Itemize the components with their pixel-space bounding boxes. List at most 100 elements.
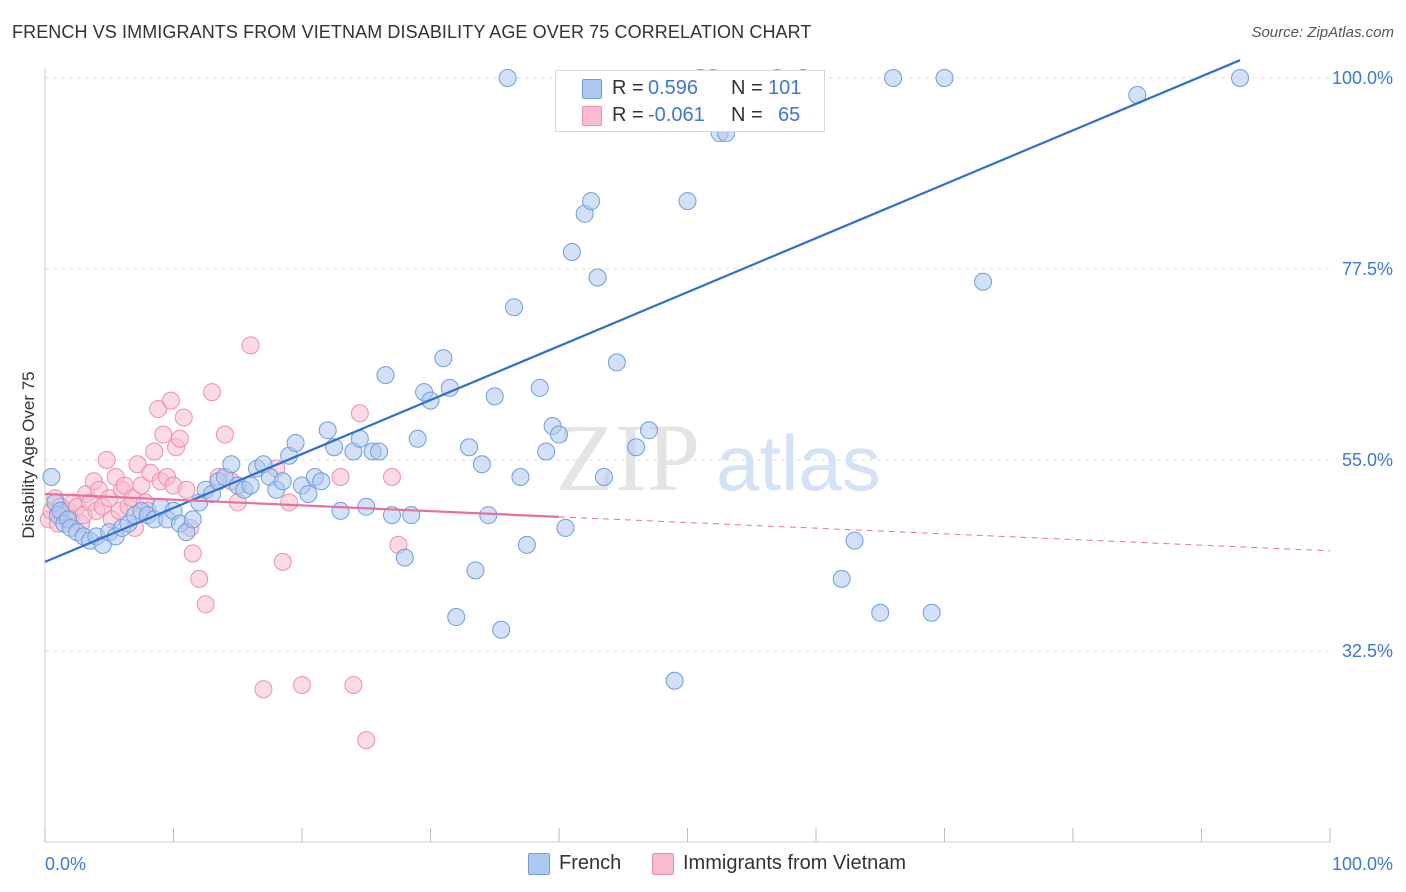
french-point: [974, 272, 993, 291]
french-point: [678, 192, 697, 211]
vietnam-point: [177, 480, 196, 499]
chart-title: FRENCH VS IMMIGRANTS FROM VIETNAM DISABI…: [12, 22, 812, 42]
legend-swatch-french: [582, 79, 602, 99]
vietnam-point: [183, 544, 202, 563]
french-point: [357, 497, 376, 516]
vietnam-point: [170, 429, 189, 448]
french-point: [183, 510, 202, 529]
vietnam-point: [382, 467, 401, 486]
bottom-legend-label-vietnam: Immigrants from Vietnam: [683, 852, 907, 874]
vietnam-point: [174, 408, 193, 427]
french-point: [832, 569, 851, 588]
legend-row-vietnam: R = -0.061 N = 65: [556, 101, 824, 129]
correlation-legend: R = 0.596 N = 101 R = -0.061 N = 65: [555, 70, 825, 132]
french-trend-line: [44, 59, 1241, 563]
legend-n-label: N =: [731, 77, 763, 99]
french-point: [517, 535, 536, 554]
french-point: [511, 467, 530, 486]
vietnam-point: [273, 552, 292, 571]
french-point: [556, 518, 575, 537]
vietnam-point: [149, 400, 168, 419]
vietnam-point: [293, 675, 311, 694]
french-point: [370, 442, 389, 461]
x-tick-label: 0.0%: [45, 854, 86, 874]
y-tick-label: 55.0%: [1342, 450, 1393, 470]
vietnam-point: [196, 595, 215, 614]
grid-lines: [45, 77, 1330, 652]
french-point: [498, 69, 517, 87]
legend-n-value-vietnam: 65: [778, 104, 801, 126]
vietnam-point: [161, 391, 180, 410]
legend-r-value-vietnam: -0.061: [648, 104, 705, 126]
french-point: [318, 421, 337, 440]
y-axis-label: Disability Age Over 75: [19, 371, 38, 538]
french-point: [884, 69, 903, 87]
french-point: [331, 501, 350, 520]
legend-n-label: N =: [731, 104, 763, 126]
vietnam-point: [350, 404, 369, 423]
french-point: [550, 425, 568, 444]
source-label: Source: ZipAtlas.com: [1251, 24, 1394, 41]
vietnam-trend-line: [44, 492, 560, 518]
watermark-atlas: atlas: [716, 419, 881, 507]
french-point: [935, 69, 954, 87]
vietnam-point: [154, 425, 173, 444]
watermark-zip: ZIP: [556, 404, 700, 511]
french-point: [312, 472, 331, 491]
y-tick-label: 100.0%: [1332, 68, 1393, 88]
vietnam-point: [190, 569, 209, 588]
vietnam-point: [344, 675, 363, 694]
legend-r-label: R =: [612, 77, 644, 99]
vietnam-point: [97, 451, 116, 469]
french-point: [447, 608, 466, 627]
vietnam-point: [215, 425, 234, 444]
french-point: [845, 531, 864, 550]
legend-r-label: R =: [612, 104, 644, 126]
legend-swatch-vietnam: [582, 106, 602, 126]
french-point: [530, 378, 549, 397]
y-tick-label: 77.5%: [1342, 259, 1393, 279]
french-point: [479, 506, 498, 525]
vietnam-point: [241, 336, 260, 355]
vietnam-point: [357, 731, 376, 750]
french-point: [562, 243, 581, 262]
vietnam-point: [203, 383, 222, 402]
french-point: [460, 438, 479, 457]
y-tick-label: 32.5%: [1342, 641, 1393, 661]
bottom-legend-swatch-vietnam: [652, 853, 674, 875]
french-point: [922, 603, 941, 622]
french-point: [434, 349, 453, 368]
french-point: [627, 438, 646, 457]
french-point: [299, 484, 318, 503]
legend-row-french: R = 0.596 N = 101: [556, 74, 824, 102]
x-tick-label: 100.0%: [1332, 854, 1393, 874]
french-point: [395, 548, 414, 567]
french-point: [382, 506, 401, 525]
french-point: [505, 298, 524, 317]
french-point: [485, 387, 504, 406]
legend-r-value-french: 0.596: [648, 77, 699, 99]
french-point: [241, 476, 260, 495]
vietnam-point: [280, 493, 299, 512]
french-point: [466, 561, 485, 580]
french-point: [537, 442, 556, 461]
vietnam-point: [145, 442, 164, 461]
french-point: [582, 192, 601, 211]
french-point: [376, 366, 395, 385]
axes: [44, 68, 1331, 843]
vietnam-point: [254, 680, 273, 699]
tick-labels: 32.5% 55.0% 77.5% 100.0% 0.0% 100.0%: [45, 68, 1393, 874]
french-point: [408, 429, 427, 448]
trend-lines: [44, 59, 1331, 563]
vietnam-point: [132, 476, 151, 495]
vietnam-point: [128, 455, 147, 474]
french-points-group: [42, 69, 1250, 690]
french-point: [639, 421, 658, 440]
french-point: [665, 671, 684, 690]
french-point: [472, 455, 491, 474]
french-point: [492, 620, 511, 639]
french-point: [871, 603, 890, 622]
french-point: [607, 353, 626, 372]
french-point: [588, 268, 607, 287]
